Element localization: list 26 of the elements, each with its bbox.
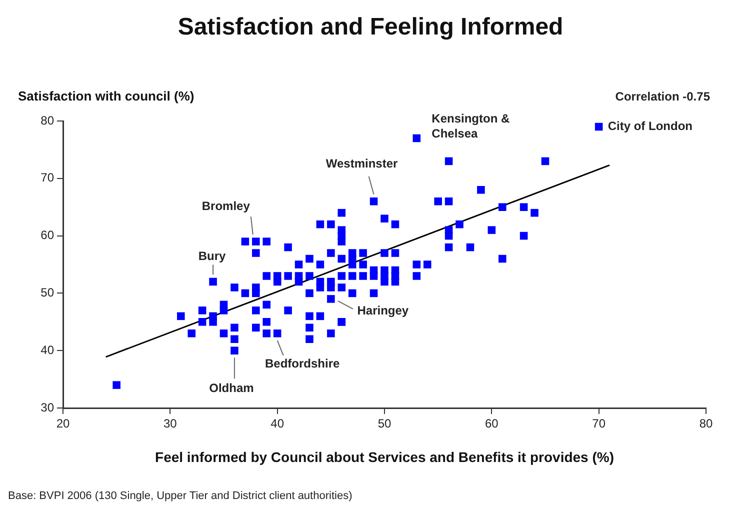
y-tick-label: 30 [40, 400, 54, 414]
x-tick-label: 30 [163, 416, 178, 431]
text: Correlation -0.75 [615, 89, 710, 104]
y-tick-label: 70 [40, 170, 54, 185]
x-axis-title: Feel informed by Council about Services and Benefits it provides (%) [155, 448, 614, 465]
x-tick-label: 40 [270, 416, 284, 431]
annotation: Westminster [326, 156, 398, 171]
y-tick-label: 60 [40, 228, 54, 242]
text: Base: BVPI 2006 (130 Single, Upper Tier and District client authorities) [8, 490, 352, 502]
y-tick-label: 50 [40, 286, 54, 300]
annotation: Bury [198, 249, 226, 264]
annotation: Oldham [209, 380, 254, 395]
y-tick-label: 40 [40, 342, 54, 357]
chart-title: Satisfaction and Feeling Informed [178, 14, 564, 41]
x-tick-label: 80 [699, 416, 713, 431]
x-tick-label: 60 [484, 416, 499, 431]
annotation: City of London [608, 119, 692, 134]
y-axis-title: Satisfaction with council (%) [18, 88, 194, 104]
annotation: Haringey [357, 303, 409, 318]
x-tick-label: 70 [592, 416, 606, 431]
annotation: Kensington & Chelsea [432, 112, 510, 141]
annotation: Bromley [202, 198, 250, 213]
x-tick-label: 20 [56, 416, 70, 431]
x-tick-label: 50 [378, 416, 392, 431]
y-tick-label: 80 [40, 113, 54, 128]
annotation: Bedfordshire [264, 356, 340, 371]
